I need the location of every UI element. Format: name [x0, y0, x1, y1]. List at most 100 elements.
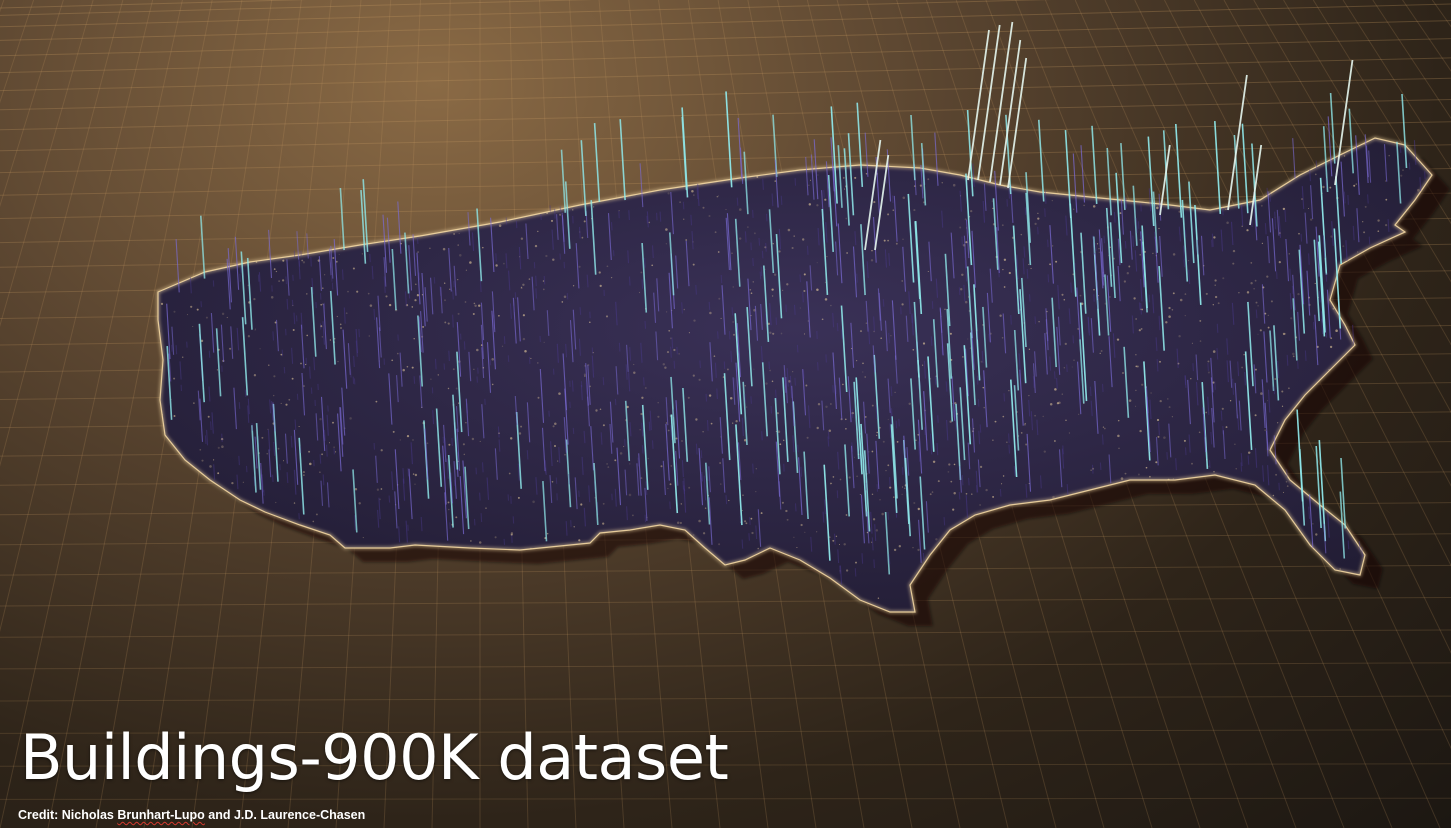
city-light: [345, 312, 348, 315]
grid-line: [0, 20, 1451, 57]
city-light: [665, 422, 668, 424]
city-light: [190, 305, 193, 308]
grid-line: [0, 564, 1451, 576]
city-light: [393, 162, 395, 165]
city-light: [312, 520, 315, 523]
building-spike: [1273, 325, 1280, 401]
building-spike: [839, 565, 841, 574]
city-light: [803, 289, 806, 293]
building-spike: [456, 428, 461, 471]
building-spike: [863, 401, 867, 434]
city-light: [186, 314, 188, 316]
building-spike: [1155, 437, 1159, 466]
building-spike: [481, 404, 485, 439]
building-spike: [1134, 250, 1138, 272]
city-light: [1139, 429, 1142, 433]
city-light: [335, 612, 336, 613]
building-spike: [1348, 108, 1354, 174]
city-light: [1424, 443, 1426, 446]
city-light: [1286, 485, 1289, 487]
city-light: [1278, 260, 1281, 264]
building-spike: [199, 398, 204, 442]
building-spike: [1141, 225, 1148, 309]
city-light: [598, 271, 601, 274]
building-spike: [1068, 308, 1071, 324]
city-light: [380, 449, 383, 452]
city-light: [1165, 581, 1168, 584]
building-spike: [517, 297, 521, 342]
city-light: [200, 339, 204, 343]
building-spike: [954, 409, 957, 430]
grid-line: [0, 0, 154, 633]
city-light: [1272, 508, 1274, 510]
city-light: [1055, 260, 1058, 263]
city-light: [480, 167, 483, 171]
city-light: [868, 451, 870, 453]
city-light: [747, 226, 749, 228]
building-spike: [1007, 57, 1028, 189]
building-spike: [343, 307, 346, 324]
building-spike: [600, 432, 603, 445]
building-spike: [747, 278, 752, 331]
city-light: [416, 294, 420, 297]
building-spike: [234, 236, 240, 290]
city-light: [164, 492, 167, 496]
building-spike: [574, 477, 578, 510]
building-spike: [1211, 233, 1214, 247]
city-light: [455, 516, 458, 519]
city-light: [542, 280, 545, 282]
city-light: [839, 570, 841, 572]
building-spike: [919, 476, 926, 550]
building-spike: [904, 457, 911, 537]
city-light: [459, 254, 462, 257]
city-light: [691, 561, 693, 563]
city-light: [1288, 253, 1290, 255]
city-light: [322, 287, 324, 289]
building-spike: [971, 230, 976, 288]
building-spike: [1210, 357, 1214, 393]
city-light: [1019, 309, 1021, 311]
city-light: [887, 464, 890, 467]
building-spike: [640, 342, 643, 363]
building-spike: [699, 360, 701, 369]
building-spike: [964, 260, 968, 282]
building-spike: [681, 460, 684, 478]
building-spike: [1140, 231, 1145, 288]
building-spike: [966, 109, 974, 197]
city-light: [902, 196, 906, 200]
building-spike: [410, 442, 413, 465]
city-light: [241, 171, 244, 174]
city-light: [1335, 329, 1338, 332]
building-spike: [583, 507, 586, 527]
city-light: [1259, 329, 1262, 332]
city-light: [890, 335, 892, 337]
city-light: [221, 312, 225, 316]
city-light: [1234, 198, 1237, 201]
building-spike: [734, 218, 741, 287]
city-light: [1400, 508, 1402, 510]
city-light: [802, 238, 805, 241]
city-light: [357, 176, 360, 178]
building-spike: [1091, 464, 1094, 474]
building-spike: [825, 222, 828, 243]
building-spike: [1247, 301, 1254, 387]
city-light: [1167, 398, 1169, 400]
city-light: [1073, 359, 1075, 361]
city-light: [1214, 295, 1218, 299]
city-light: [205, 316, 208, 319]
city-light: [796, 546, 798, 549]
building-spike: [1032, 376, 1035, 388]
city-light: [658, 576, 661, 580]
grid-line: [0, 0, 309, 9]
building-spike: [1200, 235, 1205, 276]
building-spike: [668, 272, 673, 329]
building-spike: [1168, 423, 1172, 458]
city-light: [1298, 232, 1300, 235]
building-spike: [977, 24, 1001, 181]
city-light: [639, 429, 641, 431]
city-light: [160, 431, 162, 433]
building-spike: [1047, 274, 1050, 283]
building-spike: [837, 549, 840, 564]
city-light: [744, 385, 746, 387]
building-spike: [725, 217, 730, 271]
